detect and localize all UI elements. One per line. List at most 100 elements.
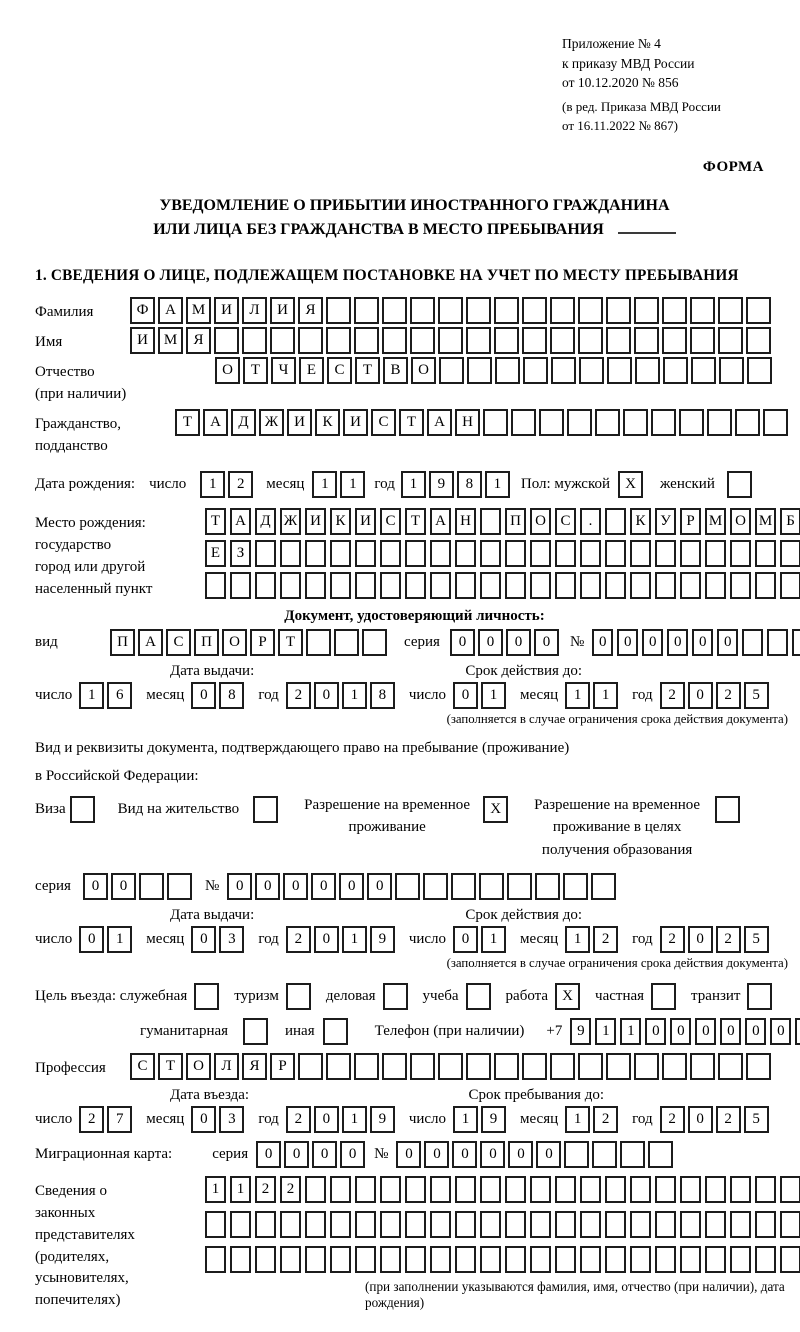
form-cell: Ж [280,508,301,536]
form-cell [679,408,704,436]
form-cell [530,1211,551,1239]
year-label: год [374,476,395,493]
form-cell [691,357,716,385]
form-cell [243,1018,268,1046]
phone-label: Телефон (при наличии) [374,1023,525,1040]
form-cell [354,1053,379,1081]
form-cell [580,1246,601,1274]
series-label: серия [212,1146,249,1163]
form-cell [455,1176,476,1204]
form-cell [382,297,407,325]
form-cell: 0 [642,629,664,657]
form-cell: 0 [452,1141,478,1169]
form-cell [330,1176,351,1204]
form-cell: 0 [477,629,503,657]
form-cell [607,357,632,385]
residence-doc-intro-2: в Российской Федерации: [35,767,199,784]
form-cell: Р [270,1053,295,1081]
work-label: работа [505,988,549,1005]
form-cell [205,1211,226,1239]
form-cell [423,873,449,901]
form-cell [605,1176,626,1204]
private-label: частная [595,988,645,1005]
business-label: деловая [325,988,376,1005]
form-cell [466,1053,491,1081]
form-cell [298,1053,323,1081]
form-cell: Ч [271,357,296,385]
form-cell [330,540,351,568]
form-cell [605,540,626,568]
entry-purpose-row: Цель въезда: служебная туризм деловая уч… [35,983,794,1011]
form-cell: М [705,508,726,536]
form-cell [280,1246,301,1274]
form-cell: 0 [191,926,217,954]
form-cell [780,540,800,568]
form-cell: Р [680,508,701,536]
form-cell [438,1053,463,1081]
form-cell [480,540,501,568]
form-cell: 1 [593,682,619,710]
form-cell [530,540,551,568]
form-cell [630,540,651,568]
form-cell: 0 [396,1141,422,1169]
purpose-private-checkbox [651,983,679,1011]
form-cell [355,1211,376,1239]
form-cell [480,572,501,600]
form-cell: 1 [481,926,507,954]
day-label: число [149,476,187,493]
form-cell [655,540,676,568]
form-cell: 0 [255,873,281,901]
form-cell: 9 [481,1106,507,1134]
form-cell [555,540,576,568]
form-cell [780,1176,800,1204]
form-cell [380,1246,401,1274]
form-cell [280,1211,301,1239]
form-cell: А [138,629,163,657]
form-cell: 0 [453,926,479,954]
form-cell: 1 [79,682,105,710]
form-cell: 0 [617,629,639,657]
form-cell: Л [214,1053,239,1081]
form-cell [539,408,564,436]
form-cell [438,327,463,355]
id-doc-heading: Документ, удостоверяющий личность: [284,608,545,625]
form-cell [555,1176,576,1204]
form-cell [255,540,276,568]
form-cell [242,327,267,355]
migration-card-label: Миграционная карта: [35,1146,173,1163]
month-label: месяц [266,476,305,493]
form-cell [395,873,421,901]
form-cell [480,508,501,536]
form-cell [438,297,463,325]
validity-note: (заполняется в случае ограничения срока … [446,956,788,971]
form-cell [742,629,764,657]
form-cell [166,873,192,901]
form-cell [555,572,576,600]
form-cell [550,297,575,325]
form-cell [253,795,279,823]
form-cell [578,1053,603,1081]
form-cell [298,327,323,355]
day-label: число [408,1111,447,1128]
form-cell: 0 [692,629,714,657]
year-label: год [258,1111,279,1128]
form-cell [567,408,592,436]
series-label: серия [35,878,71,895]
form-cell: С [327,357,352,385]
form-cell [730,1176,751,1204]
form-cell: 0 [687,682,713,710]
form-cell: Р [250,629,275,657]
form-cell: 0 [717,629,739,657]
form-cell [634,327,659,355]
